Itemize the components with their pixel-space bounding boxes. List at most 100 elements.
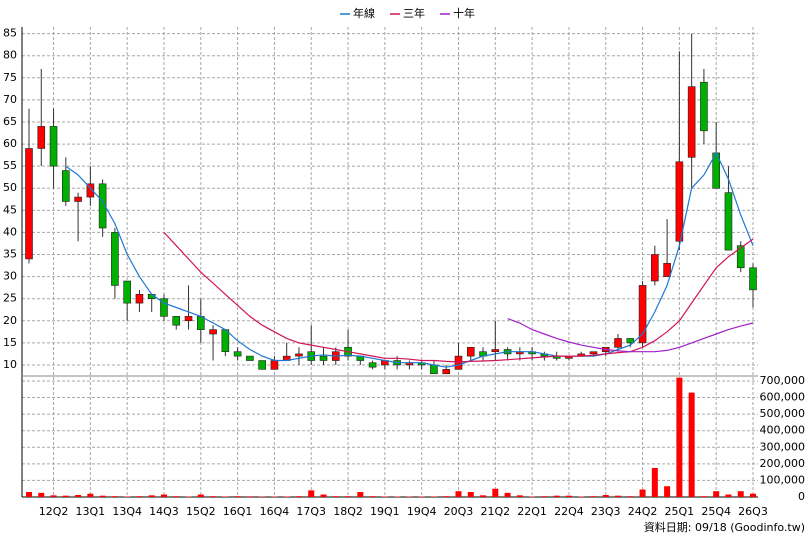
legend-label: 三年	[403, 6, 425, 20]
candle-body	[184, 316, 193, 322]
candle-body	[49, 126, 58, 167]
candle-body	[246, 355, 254, 361]
volume-bar	[197, 494, 204, 497]
volume-bar	[700, 496, 707, 497]
volume-bar	[615, 495, 622, 497]
candle-body	[111, 232, 119, 286]
x-tick-label: 23Q3	[591, 505, 621, 518]
volume-bar	[369, 496, 376, 497]
candle-body	[675, 161, 684, 242]
candle-body	[491, 349, 500, 353]
candle-body	[37, 126, 46, 149]
volume-bar	[541, 496, 548, 497]
candle-body	[430, 364, 438, 375]
volume-bar	[87, 493, 94, 497]
x-tick-label: 22Q1	[517, 505, 547, 518]
x-tick-label: 26Q3	[738, 505, 768, 518]
x-tick-label: 25Q4	[701, 505, 731, 518]
candle-body	[233, 351, 242, 357]
x-tick-label: 16Q1	[223, 505, 253, 518]
ma-line	[507, 318, 754, 353]
ma-line	[163, 231, 754, 363]
y-tick-label: 65	[3, 115, 17, 128]
candle-body	[663, 263, 671, 277]
y-tick-label: 45	[3, 203, 17, 216]
candle-body	[270, 360, 279, 370]
volume-bar	[345, 496, 352, 497]
x-tick-label: 22Q4	[554, 505, 584, 518]
y-tick-label: 30	[3, 270, 17, 283]
volume-bar	[602, 495, 609, 497]
candle-body	[98, 183, 107, 229]
x-tick-label: 18Q2	[333, 505, 363, 518]
volume-bar	[99, 495, 106, 497]
candle-body	[319, 355, 328, 361]
volume-bar	[725, 494, 732, 497]
y-tick-label: 60	[3, 137, 17, 150]
volume-bar	[38, 492, 45, 497]
volume-bar	[62, 495, 69, 497]
x-tick-label: 12Q2	[39, 505, 69, 518]
volume-bar	[553, 495, 560, 497]
x-tick-label: 14Q3	[149, 505, 179, 518]
volume-bar	[234, 496, 241, 497]
volume-bar	[160, 494, 167, 497]
volume-bar	[210, 496, 217, 497]
candle-body	[368, 362, 377, 368]
volume-bar	[443, 496, 450, 497]
candle-body	[221, 329, 230, 353]
y-tick-label: 50	[3, 181, 17, 194]
volume-bar	[308, 490, 315, 497]
y2-tick-label: 300,000	[760, 440, 806, 453]
candle-body	[724, 192, 733, 251]
y2-tick-label: 0	[798, 490, 805, 503]
candle-body	[466, 346, 475, 357]
candle-body	[295, 353, 303, 357]
volume-bar	[516, 495, 523, 497]
x-tick-label: 13Q1	[76, 505, 106, 518]
x-tick-label: 19Q1	[370, 505, 400, 518]
legend-label: 十年	[453, 6, 475, 20]
candle-body	[442, 369, 451, 375]
y2-tick-label: 400,000	[760, 424, 806, 437]
volume-bar	[737, 491, 744, 497]
candle-body	[123, 280, 131, 304]
y-tick-label: 40	[3, 225, 17, 238]
y-tick-label: 35	[3, 248, 17, 261]
volume-bar	[50, 495, 57, 497]
candle-body	[172, 316, 181, 326]
volume-bar	[111, 496, 118, 497]
candle-body	[687, 86, 696, 158]
x-tick-label: 20Q3	[444, 505, 474, 518]
candle-body	[589, 351, 598, 355]
volume-bar	[651, 467, 658, 497]
x-tick-label: 16Q4	[260, 505, 290, 518]
x-tick-label: 24Q2	[628, 505, 658, 518]
volume-bar	[627, 496, 634, 497]
volume-bar	[75, 495, 82, 497]
y-tick-label: 25	[3, 292, 17, 305]
volume-bar	[565, 495, 572, 497]
candle-body	[74, 196, 82, 202]
volume-bar	[688, 392, 695, 497]
candle-body	[614, 338, 622, 348]
candle-body	[25, 148, 33, 260]
volume-bar	[455, 491, 462, 497]
volume-bar	[357, 492, 364, 497]
volume-bar	[467, 492, 474, 497]
candle-body	[160, 298, 168, 317]
y-tick-label: 80	[3, 49, 17, 62]
candle-body	[736, 245, 745, 269]
candle-body	[86, 183, 95, 198]
x-tick-label: 15Q2	[186, 505, 216, 518]
volume-bar	[676, 377, 683, 497]
y-tick-label: 70	[3, 93, 17, 106]
x-tick-label: 21Q2	[480, 505, 510, 518]
y-tick-label: 85	[3, 27, 17, 40]
volume-bar	[136, 496, 143, 497]
y2-tick-label: 100,000	[760, 473, 806, 486]
y-tick-label: 15	[3, 336, 17, 349]
ma-line	[65, 151, 754, 368]
